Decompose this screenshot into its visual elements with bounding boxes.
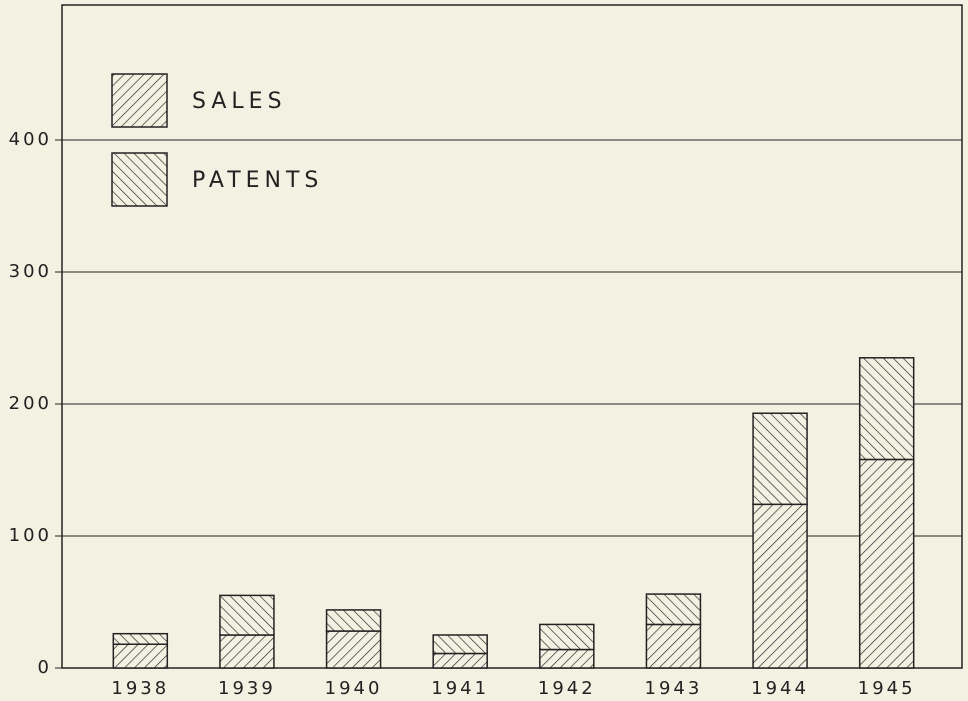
bar-segment <box>645 593 702 626</box>
bar-segment <box>432 652 488 669</box>
bar-segment <box>112 643 169 669</box>
x-tick-label: 1941 <box>431 678 489 699</box>
y-tick-label: 300 <box>9 261 52 282</box>
bar-segment <box>858 357 915 461</box>
bar-segment <box>432 634 488 655</box>
bar-segment <box>645 623 702 669</box>
bar-segment <box>752 412 808 506</box>
x-tick-label: 1942 <box>538 678 596 699</box>
legend-label: SALES <box>192 89 287 114</box>
legend-swatch <box>111 152 168 207</box>
y-tick-label: 400 <box>9 129 52 150</box>
bar-segment <box>325 609 382 632</box>
bar-segment <box>539 648 595 669</box>
legend-swatch <box>111 73 168 128</box>
bar-segment <box>219 594 275 636</box>
bar-segment <box>325 630 382 669</box>
x-tick-label: 1944 <box>751 678 809 699</box>
y-tick-label: 200 <box>9 393 52 414</box>
x-tick-label: 1943 <box>645 678 703 699</box>
x-tick-label: 1938 <box>111 678 169 699</box>
y-tick-label: 0 <box>38 657 52 678</box>
x-tick-label: 1945 <box>858 678 916 699</box>
y-tick-label: 100 <box>9 525 52 546</box>
bar-segment <box>539 623 595 651</box>
x-tick-label: 1939 <box>218 678 276 699</box>
x-tick-label: 1940 <box>325 678 383 699</box>
bar-segment <box>858 458 915 669</box>
bar-segment <box>752 503 808 669</box>
bar-segment <box>112 632 169 645</box>
legend-label: PATENTS <box>192 168 323 193</box>
bar-segment <box>219 634 275 669</box>
